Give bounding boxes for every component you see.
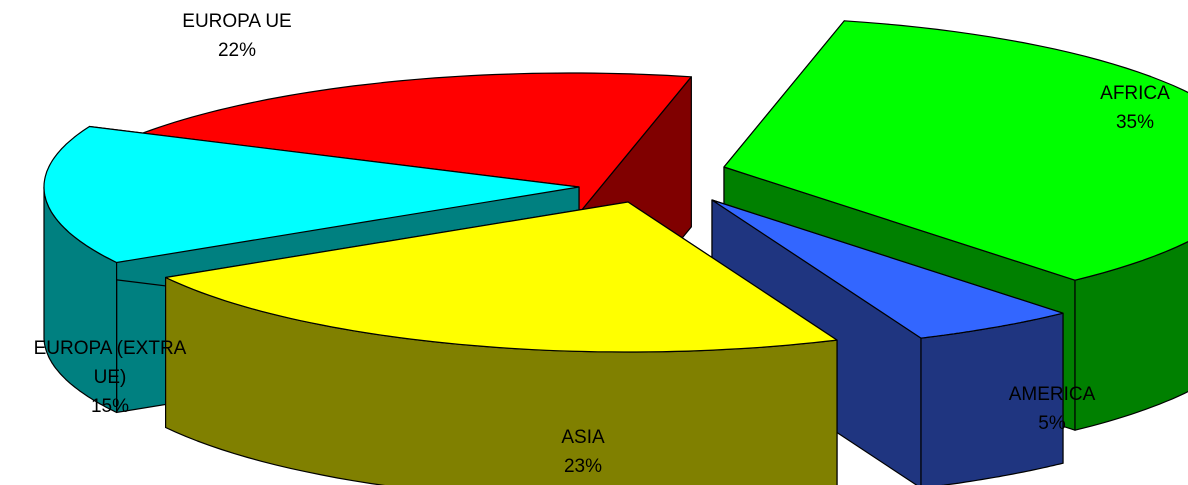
slice-label-asia: ASIA 23% <box>561 427 605 477</box>
slice-top-face <box>43 125 580 264</box>
slice-label-america: AMERICA 5% <box>1009 384 1096 434</box>
slice-label-europa-ue: EUROPA UE 22% <box>182 11 291 61</box>
slice-name-label: ASIA <box>561 427 605 448</box>
slice-top-face <box>711 199 1064 339</box>
slice-value-label: 15% <box>91 396 129 417</box>
slice-label-africa: AFRICA 35% <box>1100 83 1170 133</box>
slice-value-label: 22% <box>218 40 256 61</box>
slice-top-face <box>165 201 838 353</box>
pie-slice-america <box>711 199 1064 485</box>
slice-value-label: 35% <box>1116 112 1154 133</box>
slice-top-face <box>723 20 1188 281</box>
slice-name-label: AFRICA <box>1100 83 1170 104</box>
pie-slice-asia <box>165 201 838 485</box>
slices-layer <box>43 20 1188 485</box>
labels-layer: AFRICA 35% AMERICA 5% ASIA 23% EUROPA (EXTRA UE… <box>34 11 1171 477</box>
slice-name-label: EUROPA (EXTRA <box>34 338 187 359</box>
slice-value-label: 5% <box>1038 413 1066 434</box>
slice-label-europa-extra-ue: EUROPA (EXTRA UE) 15% <box>34 338 187 417</box>
slice-value-label: 23% <box>564 456 602 477</box>
slice-name-label: AMERICA <box>1009 384 1096 405</box>
slice-outer-wall <box>1074 240 1188 431</box>
slice-name-label: UE) <box>94 367 127 388</box>
slice-name-label: EUROPA UE <box>182 11 291 32</box>
